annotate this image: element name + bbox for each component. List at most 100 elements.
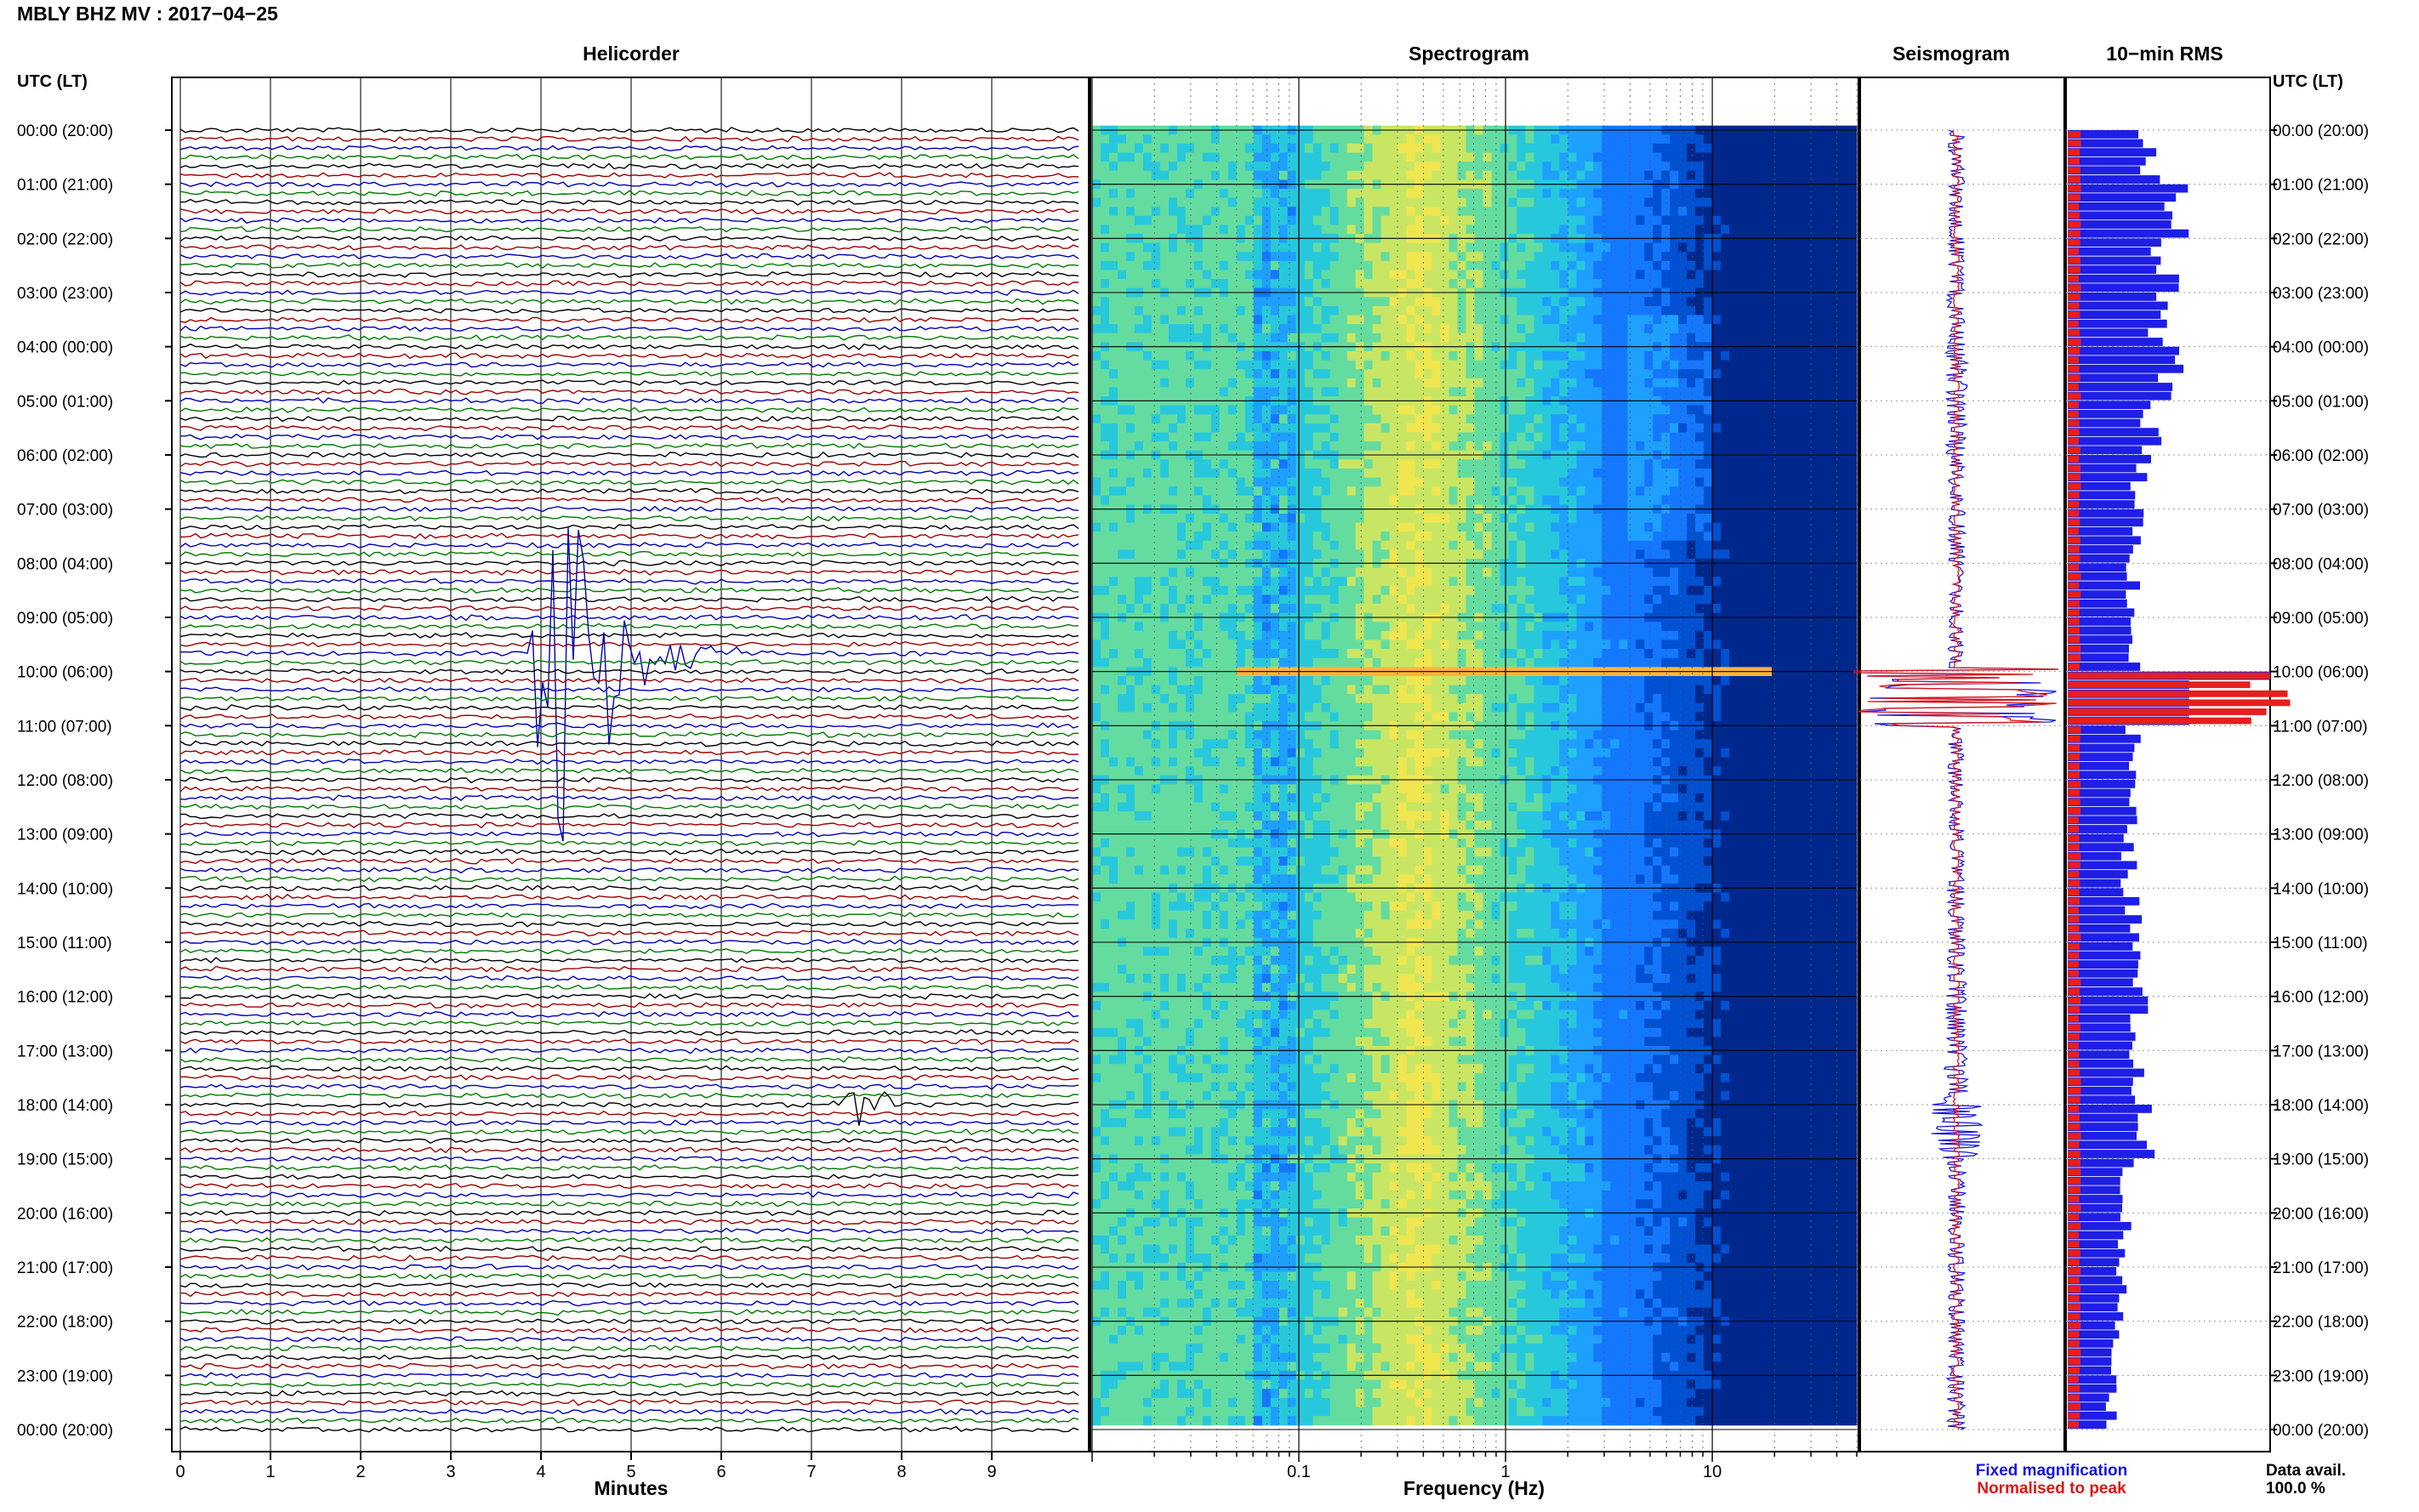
spectrogram-cell xyxy=(1261,279,1272,289)
spectrogram-cell xyxy=(1704,351,1713,361)
spectrogram-cell xyxy=(1551,577,1560,587)
spectrogram-cell xyxy=(1738,594,1747,605)
spectrogram-cell xyxy=(1568,477,1577,487)
spectrogram-cell xyxy=(1304,143,1314,154)
spectrogram-cell xyxy=(1831,486,1841,497)
spectrogram-cell xyxy=(1185,369,1195,379)
spectrogram-cell xyxy=(1363,315,1374,325)
spectrogram-cell xyxy=(1338,486,1348,497)
spectrogram-cell xyxy=(1321,225,1331,235)
spectrogram-cell xyxy=(1644,305,1653,316)
spectrogram-cell xyxy=(1797,279,1807,289)
spectrogram-cell xyxy=(1142,567,1153,577)
spectrogram-cell xyxy=(1168,378,1178,388)
spectrogram-cell xyxy=(1159,577,1170,587)
helicorder-trace xyxy=(179,1290,1079,1298)
spectrogram-cell xyxy=(1500,414,1510,424)
spectrogram-cell xyxy=(1397,189,1408,199)
spectrogram-cell xyxy=(1525,305,1534,316)
spectrogram-cell xyxy=(1840,369,1849,379)
spectrogram-cell xyxy=(1329,387,1340,397)
spectrogram-cell xyxy=(1440,315,1450,325)
spectrogram-cell xyxy=(1346,215,1357,225)
spectrogram-cell xyxy=(1712,577,1722,587)
spectrogram-cell xyxy=(1593,369,1602,379)
helicorder-trace xyxy=(179,1173,1079,1180)
left-time-label: 10:00 (06:00) xyxy=(17,664,113,682)
spectrogram-cell xyxy=(1729,477,1739,487)
spectrogram-cell xyxy=(1525,423,1534,434)
spectrogram-cell xyxy=(1491,207,1501,217)
spectrogram-cell xyxy=(1576,225,1585,235)
spectrogram-cell xyxy=(1593,252,1602,262)
spectrogram-cell xyxy=(1210,495,1221,505)
spectrogram-cell xyxy=(1619,387,1628,397)
helicorder-trace xyxy=(179,947,1079,955)
spectrogram-cell xyxy=(1449,577,1459,587)
helicorder-trace xyxy=(179,1020,1079,1027)
spectrogram-cell xyxy=(1755,170,1764,180)
spectrogram-cell xyxy=(1389,324,1399,334)
spectrogram-cell xyxy=(1431,486,1442,497)
spectrogram-cell xyxy=(1729,549,1739,560)
spectrogram-cell xyxy=(1627,162,1636,172)
spectrogram-cell xyxy=(1142,495,1153,505)
spectrogram-cell xyxy=(1168,495,1178,505)
spectrogram-cell xyxy=(1202,134,1212,145)
spectrogram-cell xyxy=(1576,531,1585,542)
spectrogram-cell xyxy=(1406,143,1416,154)
spectrogram-cell xyxy=(1772,441,1781,452)
spectrogram-cell xyxy=(1687,514,1696,524)
spectrogram-cell xyxy=(1227,405,1238,415)
spectrogram-cell xyxy=(1712,378,1722,388)
spectrogram-cell xyxy=(1389,252,1399,262)
spectrogram-cell xyxy=(1848,585,1858,596)
helicorder-trace xyxy=(179,1344,1079,1352)
spectrogram-cell xyxy=(1755,514,1764,524)
spectrogram-cell xyxy=(1355,585,1365,596)
spectrogram-cell xyxy=(1542,369,1551,379)
spectrogram-cell xyxy=(1168,134,1178,145)
spectrogram-cell xyxy=(1619,143,1628,154)
spectrogram-cell xyxy=(1704,414,1713,424)
spectrogram-cell xyxy=(1806,405,1815,415)
spectrogram-cell xyxy=(1483,279,1493,289)
spectrogram-cell xyxy=(1670,540,1679,550)
spectrogram-cell xyxy=(1763,324,1773,334)
spectrogram-cell xyxy=(1397,260,1408,271)
spectrogram-cell xyxy=(1627,242,1636,253)
spectrogram-cell xyxy=(1244,252,1255,262)
spectrogram-cell xyxy=(1227,387,1238,397)
spectrogram-cell xyxy=(1653,531,1662,542)
spectrogram-cell xyxy=(1789,567,1798,577)
spectrogram-cell xyxy=(1210,468,1221,479)
spectrogram-cell xyxy=(1449,585,1459,596)
spectrogram-cell xyxy=(1653,270,1662,280)
spectrogram-cell xyxy=(1101,252,1110,262)
spectrogram-cell xyxy=(1729,522,1739,532)
spectrogram-cell xyxy=(1457,270,1467,280)
spectrogram-cell xyxy=(1508,270,1518,280)
spectrogram-cell xyxy=(1168,260,1178,271)
spectrogram-cell xyxy=(1789,378,1798,388)
spectrogram-cell xyxy=(1746,279,1756,289)
spectrogram-cell xyxy=(1797,585,1807,596)
spectrogram-cell xyxy=(1176,279,1187,289)
spectrogram-cell xyxy=(1406,270,1416,280)
spectrogram-cell xyxy=(1287,189,1297,199)
spectrogram-cell xyxy=(1534,577,1543,587)
spectrogram-cell xyxy=(1423,468,1433,479)
spectrogram-cell xyxy=(1176,432,1187,442)
spectrogram-cell xyxy=(1109,540,1118,550)
spectrogram-cell xyxy=(1159,468,1170,479)
spectrogram-cell xyxy=(1253,441,1263,452)
spectrogram-cell xyxy=(1414,477,1425,487)
spectrogram-cell xyxy=(1423,162,1433,172)
spectrogram-cell xyxy=(1389,279,1399,289)
spectrogram-cell xyxy=(1101,360,1110,370)
spectrogram-cell xyxy=(1525,242,1534,253)
spectrogram-cell xyxy=(1755,378,1764,388)
spectrogram-cell xyxy=(1210,567,1221,577)
spectrogram-cell xyxy=(1176,207,1187,217)
spectrogram-cell xyxy=(1661,594,1671,605)
